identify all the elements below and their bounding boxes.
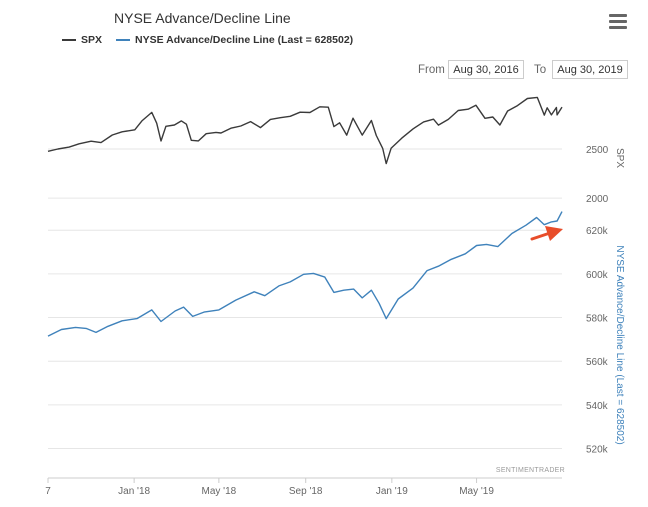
y-tick-label: 620k <box>586 226 609 237</box>
x-tick-label: Jan '19 <box>376 486 408 497</box>
range-from-label: From <box>418 64 445 76</box>
x-tick-label: May '18 <box>202 486 237 497</box>
hamburger-menu-icon[interactable] <box>609 14 627 30</box>
ad-line-series-line <box>47 211 563 337</box>
y-tick-label: 520k <box>586 445 609 456</box>
menu-bar <box>609 14 627 17</box>
arrow-annotation <box>530 226 563 241</box>
arrow-shaft <box>530 231 552 241</box>
x-tick-label: Jan '18 <box>118 486 150 497</box>
legend-swatch-spx <box>62 39 76 41</box>
legend-item-spx[interactable]: SPX <box>62 34 102 46</box>
y-tick-label: 560k <box>586 357 609 368</box>
series-layer <box>47 96 563 337</box>
range-from-input[interactable] <box>448 60 524 79</box>
x-tick-label: Sep '18 <box>289 486 323 497</box>
legend-swatch-ad-line <box>116 39 130 41</box>
arrow-head <box>545 226 563 241</box>
y-tick-label: 580k <box>586 314 609 325</box>
watermark: SENTIMENTRADER <box>496 467 565 474</box>
y-tick-label: 2500 <box>586 145 609 156</box>
x-tick-label: 7 <box>45 486 51 497</box>
axes: 2000 2500 SPX 520k 540k 560k 580k 600k 620k NYSE … <box>45 145 625 497</box>
y-axis-title-spx: SPX <box>614 148 625 168</box>
y-tick-label: 540k <box>586 401 609 412</box>
menu-bar <box>609 26 627 29</box>
y-tick-label: 600k <box>586 270 609 281</box>
grid <box>48 148 562 450</box>
range-to-input[interactable] <box>552 60 628 79</box>
legend-label-spx: SPX <box>81 34 103 46</box>
y-axis-title-ad-line: NYSE Advance/Decline Line (Last = 628502… <box>614 245 625 444</box>
y-tick-label: 2000 <box>586 194 609 205</box>
range-to-label: To <box>534 64 547 76</box>
spx-series-line <box>47 96 563 165</box>
legend-label-ad-line: NYSE Advance/Decline Line (Last = 628502… <box>135 34 354 46</box>
chart-title: NYSE Advance/Decline Line <box>114 10 291 26</box>
x-tick-label: May '19 <box>459 486 494 497</box>
legend-item-ad-line[interactable]: NYSE Advance/Decline Line (Last = 628502… <box>116 34 353 46</box>
menu-bar <box>609 20 627 23</box>
